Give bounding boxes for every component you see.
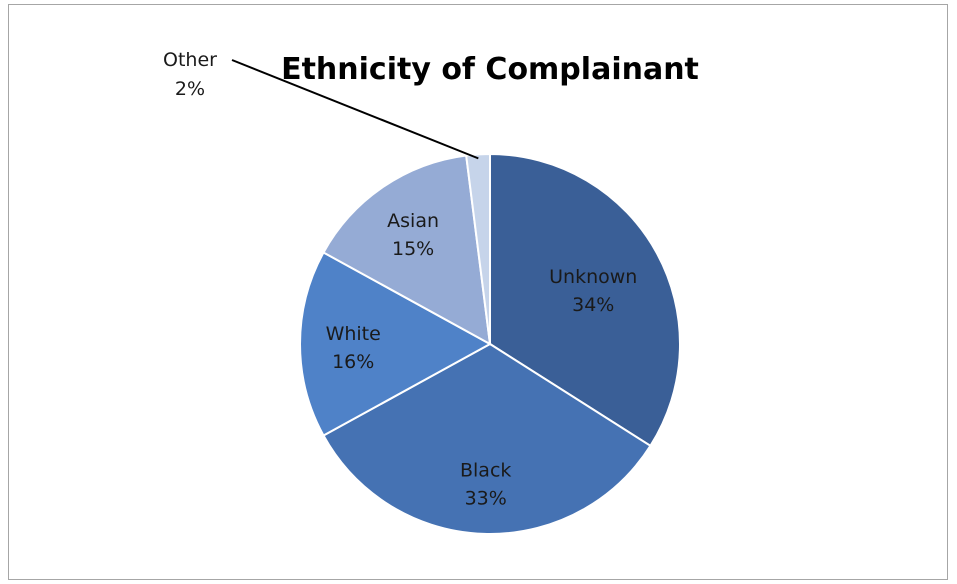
- slice-label-other-value: 2%: [175, 78, 205, 100]
- pie-slice-unknown: [489, 152, 681, 448]
- pie-labels: Unknown 34% Black 33% White 16% Asian 15% Other 2…: [163, 49, 637, 510]
- slice-label-black-name: Black: [460, 460, 511, 482]
- slice-label-asian-value: 15%: [392, 238, 434, 260]
- slice-label-other-name: Other: [163, 49, 217, 71]
- chart-title: Ethnicity of Complainant: [281, 52, 699, 87]
- slice-label-asian-name: Asian: [387, 210, 439, 232]
- slice-label-white-name: White: [326, 323, 381, 345]
- slice-label-unknown-value: 34%: [572, 294, 614, 316]
- pie-slice-white: [299, 251, 493, 437]
- other-leader-line: [231, 59, 479, 160]
- pie-slice-other: [465, 152, 491, 345]
- slice-label-white-value: 16%: [332, 351, 374, 373]
- pie-slice-asian: [322, 154, 492, 346]
- slice-label-unknown-name: Unknown: [549, 266, 637, 288]
- pie-slices: [299, 152, 681, 535]
- slice-label-black-value: 33%: [465, 488, 507, 510]
